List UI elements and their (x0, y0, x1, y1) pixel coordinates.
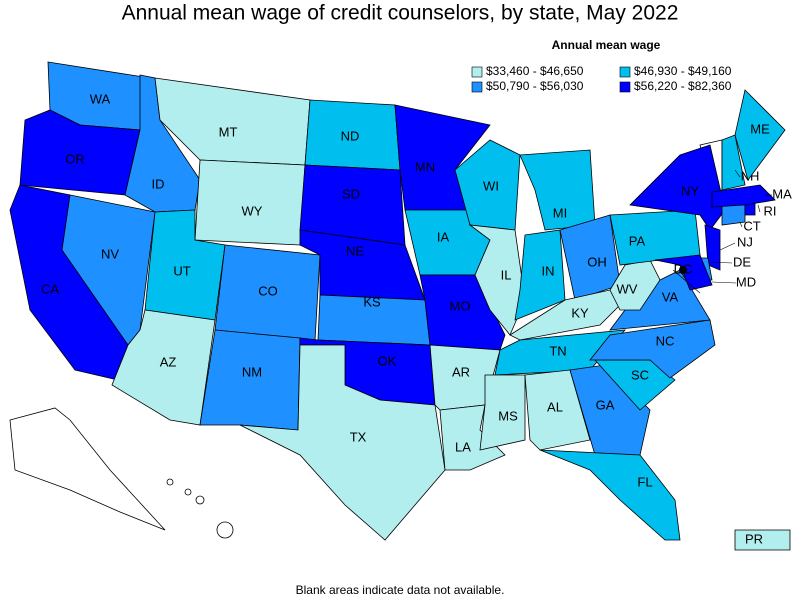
state-label: WA (90, 91, 111, 106)
state-label: WV (617, 281, 638, 296)
state (569, 364, 651, 456)
state-label: OR (65, 151, 85, 166)
hawaii (195, 495, 205, 505)
state (111, 309, 216, 426)
leader-line (719, 242, 736, 251)
state (479, 374, 526, 451)
state (524, 369, 591, 451)
leader-line (757, 204, 761, 213)
state-label: SD (342, 186, 360, 201)
map-title: Annual mean wage of credit counselors, b… (122, 2, 679, 25)
state-label: MO (450, 298, 471, 313)
state-label: NM (242, 364, 262, 379)
state (539, 449, 681, 541)
hawaii (184, 488, 192, 496)
leader-line (672, 269, 701, 294)
legend-swatch (619, 81, 631, 93)
state-label: KY (571, 305, 589, 320)
state-label: KS (363, 294, 381, 309)
state-label: UT (173, 263, 190, 278)
state-label: NE (346, 243, 364, 258)
state-label: CO (258, 283, 278, 298)
state-label: OH (587, 254, 607, 269)
hawaii (216, 521, 234, 539)
state (734, 529, 791, 551)
legend-label: $50,790 - $56,030 (486, 79, 584, 93)
state (704, 224, 721, 271)
state-label: MI (553, 205, 567, 220)
state (454, 139, 521, 231)
state (609, 259, 661, 311)
state-label: AZ (160, 354, 177, 369)
state-label: PA (629, 233, 646, 248)
legend-label: $46,930 - $49,160 (634, 64, 732, 78)
state (514, 229, 566, 321)
leader-line (739, 221, 743, 228)
state-label: ID (152, 176, 165, 191)
state-label: IN (542, 263, 555, 278)
state-label: MA (772, 186, 792, 201)
state-label: MD (736, 274, 756, 289)
state-label: RI (764, 203, 777, 218)
state (199, 329, 301, 431)
state-label: WI (483, 178, 499, 193)
state-label: ND (341, 128, 360, 143)
state-label: MN (415, 159, 435, 174)
state (589, 319, 716, 379)
state-label: CT (743, 218, 760, 233)
legend-label: $56,220 - $82,360 (634, 79, 732, 93)
state-label: NJ (737, 234, 753, 249)
state-label: DE (733, 254, 751, 269)
state-label: AL (547, 399, 563, 414)
state-label: VA (662, 289, 679, 304)
state-label: ME (750, 121, 770, 136)
state-label: AR (452, 364, 470, 379)
leader-line (734, 169, 741, 178)
state (711, 184, 776, 208)
state-label: GA (596, 397, 615, 412)
state (239, 344, 446, 541)
legend-label: $33,460 - $46,650 (486, 64, 584, 78)
state-label: NY (681, 183, 699, 198)
state-label: PR (745, 531, 763, 546)
state (468, 224, 526, 336)
state-label: TN (549, 343, 566, 358)
state (734, 89, 786, 181)
leader-line (709, 261, 733, 264)
state-label: TX (350, 429, 367, 444)
legend-swatch (471, 81, 483, 93)
hawaii (166, 478, 174, 486)
state-label: LA (455, 439, 471, 454)
state-label: MT (219, 124, 238, 139)
legend-title: Annual mean wage (552, 38, 661, 52)
alaska (9, 407, 166, 531)
state-label: SC (631, 367, 649, 382)
legend-swatch (471, 66, 483, 78)
state-label: WY (242, 203, 263, 218)
state-label: OK (378, 353, 397, 368)
state-label: IL (501, 267, 512, 282)
footnote: Blank areas indicate data not available. (296, 583, 505, 597)
state-label: NV (101, 246, 119, 261)
legend-swatch (619, 66, 631, 78)
state-label: IA (437, 229, 450, 244)
leader-line (711, 281, 737, 284)
state (679, 266, 687, 274)
state-label: MS (498, 408, 518, 423)
state-label: FL (637, 474, 652, 489)
state-label: NC (656, 333, 675, 348)
state-label: DC (674, 261, 693, 276)
state-label: CA (41, 281, 59, 296)
